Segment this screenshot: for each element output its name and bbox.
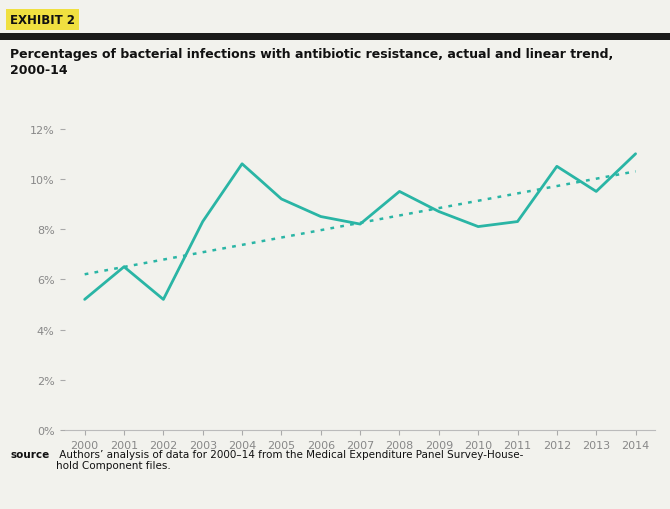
Text: Percentages of bacterial infections with antibiotic resistance, actual and linea: Percentages of bacterial infections with… — [10, 48, 613, 61]
Text: source: source — [10, 449, 50, 459]
Text: 2000-14: 2000-14 — [10, 64, 68, 76]
Text: Authors’ analysis of data for 2000–14 from the Medical Expenditure Panel Survey-: Authors’ analysis of data for 2000–14 fr… — [56, 449, 523, 470]
Text: EXHIBIT 2: EXHIBIT 2 — [10, 14, 75, 27]
